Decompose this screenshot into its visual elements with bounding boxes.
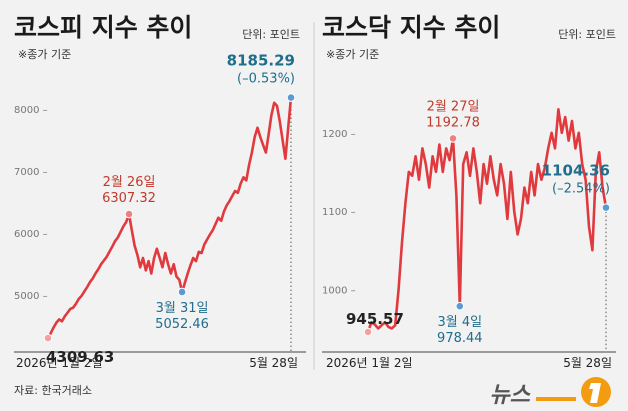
kosdaq-series-line xyxy=(366,108,608,334)
kosdaq-ytick-label: 1000 – xyxy=(322,285,356,296)
kosdaq-low-label: 978.44 xyxy=(437,331,483,346)
kosdaq-high-point xyxy=(448,134,458,143)
kosdaq-high-label: 1192.78 xyxy=(426,115,480,130)
kospi-plot: 5000 – 6000 – 7000 – 8000 – 4309.63 2월 26일630… xyxy=(14,52,296,366)
kospi-series-line xyxy=(46,96,293,340)
kospi-title: 코스피 지수 추이 xyxy=(14,13,192,42)
kospi-ytick-label: 8000 – xyxy=(14,105,48,116)
brand-one-icon xyxy=(589,383,601,403)
kospi-low-label: 5052.46 xyxy=(155,317,209,332)
kospi-high-point xyxy=(124,209,134,219)
kosdaq-ytick-label: 1200 – xyxy=(322,129,356,140)
kosdaq-low-point xyxy=(455,301,465,311)
kosdaq-end-label: (–2.54%) xyxy=(552,182,610,197)
kospi-high-label: 2월 26일 xyxy=(103,175,156,190)
kospi-x-end-label: 5월 28일 xyxy=(249,356,298,370)
kospi-start-point xyxy=(43,333,53,343)
kosdaq-end-point xyxy=(601,203,611,212)
kosdaq-x-start-label: 2026년 1월 2일 xyxy=(326,356,413,370)
kospi-x-start-label: 2026년 1월 2일 xyxy=(16,356,103,370)
kosdaq-subtitle: ※종가 기준 xyxy=(326,48,379,61)
kospi-end-label: 8185.29 xyxy=(227,52,295,70)
kosdaq-unit: 단위: 포인트 xyxy=(558,28,616,41)
kospi-subtitle: ※종가 기준 xyxy=(18,48,71,61)
kospi-low-point xyxy=(177,287,187,297)
kosdaq-end-label: 1104.36 xyxy=(542,162,610,180)
brand-underline xyxy=(536,397,576,401)
kospi-low-label: 3월 31일 xyxy=(156,301,209,316)
kosdaq-low-label: 3월 4일 xyxy=(437,315,482,330)
kospi-high-label: 6307.32 xyxy=(102,191,156,206)
kospi-end-label: (–0.53%) xyxy=(237,72,295,87)
kosdaq-start-label: 945.57 xyxy=(346,310,404,328)
kospi-start-label: 4309.63 xyxy=(46,348,114,366)
brand-text: 뉴스 xyxy=(490,383,532,408)
kosdaq-title: 코스닥 지수 추이 xyxy=(322,13,500,42)
kosdaq-x-end-label: 5월 28일 xyxy=(563,356,612,370)
kosdaq-ytick-label: 1100 – xyxy=(322,207,356,218)
kospi-unit: 단위: 포인트 xyxy=(242,28,300,41)
kosdaq-high-label: 2월 27일 xyxy=(427,99,480,114)
source-note: 자료: 한국거래소 xyxy=(14,384,92,397)
kospi-end-point xyxy=(286,93,296,102)
kosdaq-start-point xyxy=(363,327,373,337)
kospi-ytick-label: 5000 – xyxy=(14,291,48,302)
kospi-ytick-label: 7000 – xyxy=(14,167,48,178)
news1-logo: 뉴스 xyxy=(490,377,611,408)
kospi-ytick-label: 6000 – xyxy=(14,229,48,240)
